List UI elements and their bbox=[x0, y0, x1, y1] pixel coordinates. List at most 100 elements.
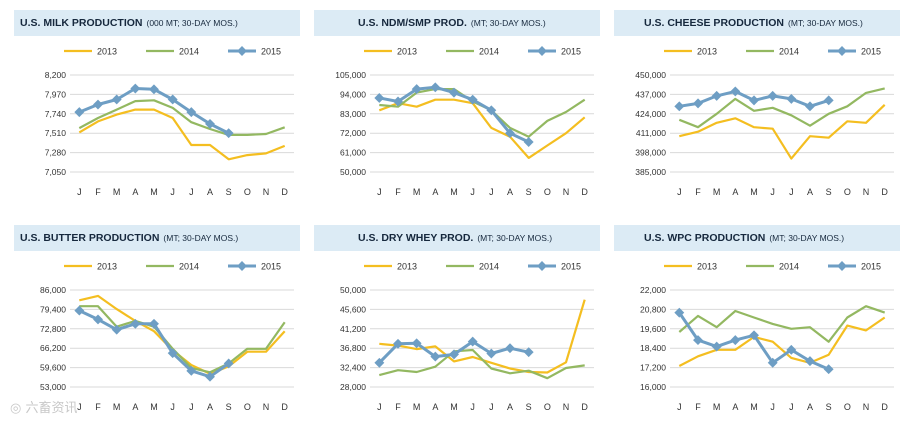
x-tick-label: O bbox=[244, 187, 251, 197]
wpc-title-bar: U.S. WPC PRODUCTION (MT; 30-DAY MOS.) bbox=[614, 225, 900, 251]
legend-label-2013: 2013 bbox=[397, 47, 417, 57]
data-point-2015 bbox=[411, 338, 422, 349]
x-tick-label: O bbox=[844, 187, 851, 197]
cheese-title-bar: U.S. CHEESE PRODUCTION (MT; 30-DAY MOS.) bbox=[614, 10, 900, 36]
x-tick-label: J bbox=[677, 187, 682, 197]
series-line-2013 bbox=[78, 108, 286, 161]
x-tick-label: J bbox=[677, 402, 682, 412]
x-tick-label: M bbox=[113, 402, 121, 412]
data-point-2015 bbox=[693, 98, 703, 109]
y-tick-label: 411,000 bbox=[636, 128, 666, 138]
legend-marker-2015 bbox=[537, 46, 547, 56]
ndm-chart-title: U.S. NDM/SMP PROD. (MT; 30-DAY MOS.) bbox=[358, 17, 546, 29]
x-tick-label: M bbox=[713, 187, 721, 197]
x-tick-label: J bbox=[470, 402, 475, 412]
x-tick-label: J bbox=[77, 402, 82, 412]
x-tick-label: J bbox=[470, 187, 475, 197]
data-point-2015 bbox=[486, 105, 497, 116]
data-point-2015 bbox=[186, 107, 197, 118]
x-tick-label: S bbox=[526, 402, 532, 412]
x-tick-label: J bbox=[789, 402, 794, 412]
data-point-2015 bbox=[767, 90, 778, 101]
data-point-2015 bbox=[393, 338, 403, 349]
y-tick-label: 385,000 bbox=[635, 167, 666, 177]
x-tick-label: M bbox=[750, 187, 758, 197]
data-point-2015 bbox=[823, 364, 834, 375]
milk-chart-title: U.S. MILK PRODUCTION (000 MT; 30-DAY MOS.… bbox=[20, 17, 238, 29]
wpc-production-panel: U.S. WPC PRODUCTION (MT; 30-DAY MOS.) 201… bbox=[614, 225, 900, 417]
x-tick-label: M bbox=[750, 402, 758, 412]
data-point-2015 bbox=[730, 335, 741, 346]
x-tick-label: S bbox=[226, 402, 232, 412]
legend-label-2015: 2015 bbox=[261, 262, 281, 272]
data-point-2015 bbox=[223, 128, 234, 139]
y-tick-label: 20,800 bbox=[640, 304, 666, 314]
data-point-2015 bbox=[505, 343, 515, 354]
x-tick-label: J bbox=[789, 187, 794, 197]
y-tick-label: 36,800 bbox=[340, 343, 366, 353]
series-line-2014 bbox=[79, 305, 286, 374]
x-tick-label: M bbox=[713, 402, 721, 412]
x-tick-label: D bbox=[281, 187, 288, 197]
x-tick-label: N bbox=[863, 402, 870, 412]
wpc-chart-title: U.S. WPC PRODUCTION (MT; 30-DAY MOS.) bbox=[644, 232, 844, 244]
data-point-2015 bbox=[523, 137, 534, 147]
x-tick-label: J bbox=[189, 187, 194, 197]
y-tick-label: 424,000 bbox=[635, 109, 666, 119]
data-point-2015 bbox=[749, 95, 759, 106]
x-tick-label: D bbox=[881, 402, 888, 412]
x-tick-label: S bbox=[826, 402, 832, 412]
ndm-title-unit: (MT; 30-DAY MOS.) bbox=[470, 18, 546, 28]
butter-title-bar: U.S. BUTTER PRODUCTION (MT; 30-DAY MOS.) bbox=[14, 225, 300, 251]
whey-title-bar: U.S. DRY WHEY PROD. (MT; 30-DAY MOS.) bbox=[314, 225, 600, 251]
cheese-chart-title: U.S. CHEESE PRODUCTION (MT; 30-DAY MOS.) bbox=[644, 17, 863, 29]
x-tick-label: F bbox=[95, 187, 101, 197]
y-tick-label: 105,000 bbox=[335, 70, 366, 80]
legend-marker-2015 bbox=[537, 261, 547, 271]
data-point-2015 bbox=[449, 87, 459, 98]
y-tick-label: 83,000 bbox=[340, 109, 366, 119]
y-tick-label: 86,000 bbox=[40, 285, 66, 295]
butter-production-chart: 2013 2014 2015 86,000 79,400 72,800 66,200 59,6… bbox=[40, 261, 294, 412]
y-tick-label: 19,600 bbox=[640, 324, 666, 334]
data-point-2015 bbox=[149, 318, 159, 329]
legend-label-2015: 2015 bbox=[861, 262, 881, 272]
dry-whey-production-chart: 2013 2014 2015 50,000 45,600 41,200 36,800 32,4… bbox=[340, 261, 594, 412]
x-tick-label: A bbox=[432, 402, 438, 412]
x-tick-label: A bbox=[207, 402, 213, 412]
data-point-2015 bbox=[430, 351, 441, 362]
ndm-smp-production-chart: 2013 2014 2015 105,000 94,000 83,000 72,000 61,… bbox=[335, 46, 594, 197]
x-tick-label: N bbox=[263, 187, 270, 197]
y-tick-label: 22,000 bbox=[640, 285, 666, 295]
y-tick-label: 437,000 bbox=[635, 89, 666, 99]
x-tick-label: S bbox=[226, 187, 232, 197]
y-tick-label: 7,050 bbox=[45, 167, 67, 177]
x-tick-label: N bbox=[863, 187, 870, 197]
butter-production-panel: U.S. BUTTER PRODUCTION (MT; 30-DAY MOS.) … bbox=[14, 225, 300, 417]
y-tick-label: 17,200 bbox=[640, 363, 666, 373]
data-point-2015 bbox=[111, 94, 122, 105]
y-tick-label: 28,000 bbox=[340, 382, 366, 392]
x-tick-label: S bbox=[526, 187, 532, 197]
y-tick-label: 8,200 bbox=[45, 70, 67, 80]
x-tick-label: N bbox=[263, 402, 270, 412]
y-tick-label: 7,510 bbox=[45, 128, 67, 138]
legend-marker-2015 bbox=[837, 46, 847, 56]
legend-label-2013: 2013 bbox=[397, 262, 417, 272]
data-point-2015 bbox=[674, 101, 685, 112]
y-tick-label: 53,000 bbox=[40, 382, 66, 392]
legend-label-2013: 2013 bbox=[97, 47, 117, 57]
x-tick-label: M bbox=[150, 187, 158, 197]
whey-title-text: U.S. DRY WHEY PROD. bbox=[358, 232, 474, 244]
legend-label-2013: 2013 bbox=[97, 262, 117, 272]
data-point-2015 bbox=[223, 358, 234, 369]
legend-label-2014: 2014 bbox=[479, 262, 499, 272]
x-tick-label: J bbox=[170, 187, 175, 197]
x-tick-label: J bbox=[770, 187, 775, 197]
data-point-2015 bbox=[674, 307, 685, 318]
series-line-2014 bbox=[78, 99, 286, 137]
y-tick-label: 398,000 bbox=[635, 148, 666, 158]
x-tick-label: J bbox=[770, 402, 775, 412]
x-tick-label: S bbox=[826, 187, 832, 197]
data-point-2015 bbox=[74, 107, 85, 118]
